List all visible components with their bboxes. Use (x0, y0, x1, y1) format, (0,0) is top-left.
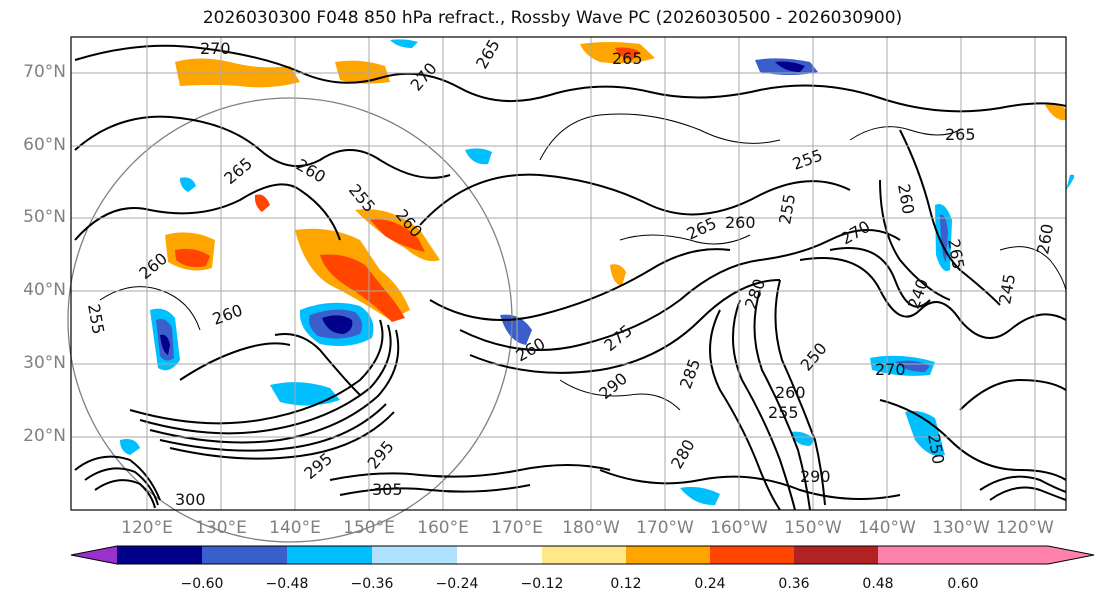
contour-label: 260 (775, 383, 806, 402)
contour-label: 305 (372, 480, 403, 499)
lat-label-40n: 40°N (23, 280, 66, 300)
lon-label: 160°W (710, 518, 768, 538)
lon-label: 170°E (491, 518, 543, 538)
lon-label: 130°W (932, 518, 990, 538)
lat-label-60n: 60°N (23, 135, 66, 155)
contour-label: 270 (200, 39, 231, 58)
lon-label: 180°W (562, 518, 620, 538)
lon-label: 170°W (636, 518, 694, 538)
colorbar-tick-label: 0.60 (947, 576, 979, 592)
shading-layer (120, 39, 1075, 506)
map-frame (70, 36, 1067, 511)
colorbar-segment (117, 546, 202, 564)
colorbar-segment (372, 546, 457, 564)
colorbar-segment (710, 546, 794, 564)
lon-label: 130°E (195, 518, 247, 538)
colorbar-segment (457, 546, 542, 564)
lon-label: 160°E (417, 518, 469, 538)
colorbar-segment (626, 546, 710, 564)
colorbar (70, 545, 1095, 565)
contour-label: 265 (612, 49, 643, 68)
contour-label: 260 (725, 213, 756, 232)
colorbar-segment (202, 546, 287, 564)
lon-label: 120°E (121, 518, 173, 538)
colorbar-segment (287, 546, 372, 564)
lon-label: 120°W (996, 518, 1054, 538)
lon-label: 140°W (858, 518, 916, 538)
lat-label-20n: 20°N (23, 426, 66, 446)
colorbar-tick-label: 0.48 (862, 576, 894, 592)
colorbar-segment (794, 546, 878, 564)
lon-label: 150°W (784, 518, 842, 538)
lat-label-70n: 70°N (23, 62, 66, 82)
colorbar-extend-min (71, 546, 117, 564)
contour-label: 270 (875, 360, 906, 379)
colorbar-tick-label: −0.12 (520, 576, 564, 592)
colorbar-segment (542, 546, 626, 564)
contour-lines (74, 44, 1067, 511)
colorbar-tick-label: 0.24 (694, 576, 726, 592)
lon-label: 150°E (343, 518, 395, 538)
colorbar-tick-label: −0.36 (350, 576, 394, 592)
lon-label: 140°E (269, 518, 321, 538)
colorbar-tick-label: −0.48 (265, 576, 309, 592)
colorbar-tick-label: 0.12 (610, 576, 642, 592)
map-title: 2026030300 F048 850 hPa refract., Rossby… (202, 8, 903, 28)
colorbar-extend-max (963, 546, 1094, 564)
colorbar-segment (878, 546, 963, 564)
contour-label: 265 (945, 125, 976, 144)
lat-label-50n: 50°N (23, 207, 66, 227)
contour-label: 255 (768, 403, 799, 422)
map-panel: 270 265 270 265 265 260 255 260 265 260 … (67, 36, 1075, 543)
colorbar-tick-label: −0.60 (180, 576, 224, 592)
colorbar-tick-label: −0.24 (435, 576, 479, 592)
contour-label: 290 (800, 467, 831, 486)
graticule (71, 37, 1066, 510)
contour-label: 300 (175, 490, 206, 509)
lat-label-30n: 30°N (23, 353, 66, 373)
colorbar-tick-label: 0.36 (778, 576, 810, 592)
